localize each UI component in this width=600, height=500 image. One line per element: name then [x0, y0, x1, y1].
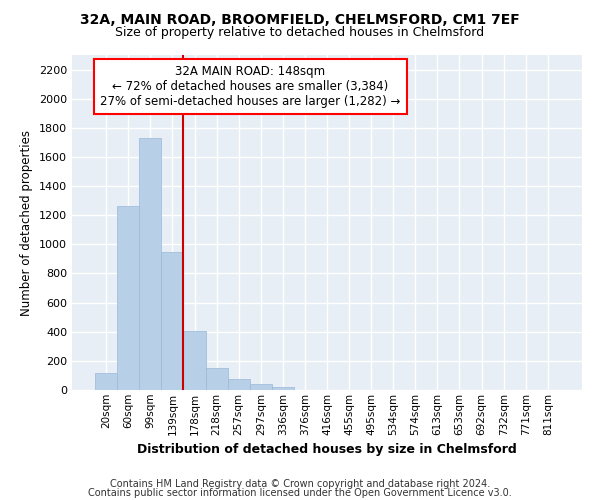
Bar [272, 387, 294, 390]
Text: 32A, MAIN ROAD, BROOMFIELD, CHELMSFORD, CM1 7EF: 32A, MAIN ROAD, BROOMFIELD, CHELMSFORD, … [80, 12, 520, 26]
Y-axis label: Number of detached properties: Number of detached properties [20, 130, 34, 316]
Text: 32A MAIN ROAD: 148sqm
← 72% of detached houses are smaller (3,384)
27% of semi-d: 32A MAIN ROAD: 148sqm ← 72% of detached … [100, 65, 401, 108]
Bar [117, 206, 139, 390]
X-axis label: Distribution of detached houses by size in Chelmsford: Distribution of detached houses by size … [137, 443, 517, 456]
Bar [139, 138, 161, 390]
Bar [227, 379, 250, 390]
Bar [184, 331, 206, 390]
Text: Contains HM Land Registry data © Crown copyright and database right 2024.: Contains HM Land Registry data © Crown c… [110, 479, 490, 489]
Text: Contains public sector information licensed under the Open Government Licence v3: Contains public sector information licen… [88, 488, 512, 498]
Bar [95, 373, 117, 390]
Bar [161, 252, 184, 390]
Text: Size of property relative to detached houses in Chelmsford: Size of property relative to detached ho… [115, 26, 485, 39]
Bar [250, 384, 272, 390]
Bar [206, 368, 227, 390]
